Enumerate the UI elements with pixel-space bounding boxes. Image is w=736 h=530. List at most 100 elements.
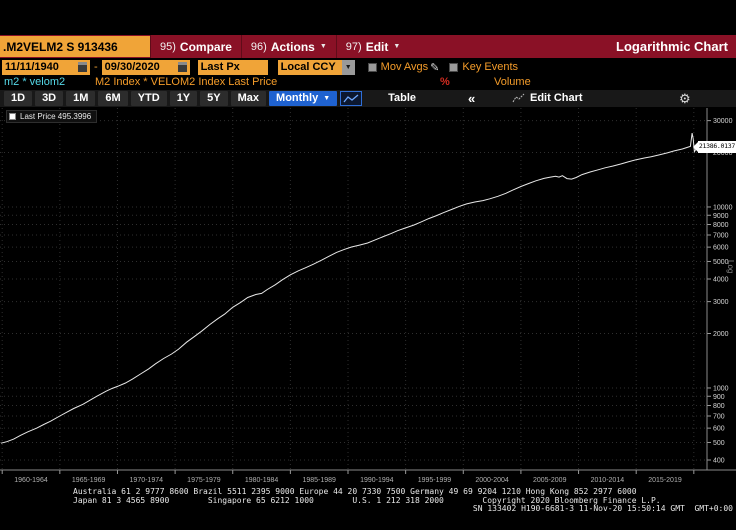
chevron-down-icon: ▼	[393, 43, 401, 50]
range-5y-button[interactable]: 5Y	[200, 91, 228, 106]
securities-row: m2 * velom2 M2 Index * VELOM2 Index Last…	[0, 76, 736, 90]
terminal-footer: Australia 61 2 9777 8600 Brazil 5511 239…	[0, 487, 736, 514]
svg-text:3000: 3000	[713, 299, 729, 306]
svg-text:8000: 8000	[713, 222, 729, 229]
svg-text:800: 800	[713, 403, 725, 410]
range-max-button[interactable]: Max	[230, 91, 267, 106]
svg-text:1000: 1000	[713, 385, 729, 392]
menu-compare[interactable]: 95) Compare	[150, 35, 241, 58]
svg-text:10000: 10000	[713, 204, 733, 211]
series-description: M2 Index * VELOM2 Index Last Price	[95, 76, 278, 88]
menu-compare-label: Compare	[179, 39, 232, 54]
svg-text:400: 400	[713, 458, 725, 465]
svg-text:2000: 2000	[713, 331, 729, 338]
percent-toggle[interactable]: %	[440, 76, 450, 88]
menu-actions-number: 96)	[250, 40, 267, 53]
price-field-input[interactable]: Last Px	[197, 59, 268, 75]
chevron-down-icon: ▼	[344, 63, 352, 71]
svg-text:1980-1984: 1980-1984	[245, 477, 279, 484]
log-scale-label: Log	[726, 260, 735, 274]
chevron-down-icon: ▼	[319, 43, 327, 50]
footer-contacts-line1: Australia 61 2 9777 8600 Brazil 5511 239…	[73, 487, 637, 496]
range-3d-button[interactable]: 3D	[35, 91, 64, 106]
menu-edit[interactable]: 97) Edit ▼	[335, 35, 410, 58]
range-6m-button[interactable]: 6M	[98, 91, 128, 106]
menu-actions-label: Actions	[270, 39, 315, 54]
table-button[interactable]: Table	[388, 92, 417, 104]
svg-text:1960-1964: 1960-1964	[14, 477, 48, 484]
settings-bar: 11/11/1940 - 09/30/2020 Last Px Local CC…	[0, 58, 736, 76]
svg-text:2005-2009: 2005-2009	[533, 477, 567, 484]
svg-text:1985-1989: 1985-1989	[302, 477, 336, 484]
currency-select[interactable]: Local CCY ▼	[277, 59, 355, 75]
price-field-value: Last Px	[200, 61, 240, 73]
chart-svg: 1960-1964 1965-1969 1970-1974 1975-1979 1980…	[0, 108, 736, 484]
range-ytd-button[interactable]: YTD	[130, 91, 167, 106]
period-dropdown[interactable]: Monthly ▼	[269, 91, 338, 106]
last-value-marker: 21386.0137	[692, 141, 736, 153]
menu-actions[interactable]: 96) Actions ▼	[240, 35, 336, 58]
menu-edit-number: 97)	[345, 40, 362, 53]
svg-text:2015-2019: 2015-2019	[648, 477, 682, 484]
calendar-icon[interactable]	[177, 62, 187, 72]
svg-text:6000: 6000	[713, 245, 729, 252]
screen-title: Logarithmic Chart	[616, 39, 728, 54]
chevron-down-icon: ▼	[323, 95, 331, 102]
svg-text:2000-2004: 2000-2004	[475, 477, 509, 484]
key-events-label: Key Events	[462, 61, 519, 73]
currency-dropdown-button[interactable]: ▼	[341, 59, 355, 75]
line-chart-icon	[343, 94, 359, 102]
legend-label: Last Price 495.3996	[20, 112, 92, 121]
range-1y-button[interactable]: 1Y	[169, 91, 198, 106]
svg-text:1995-1999: 1995-1999	[418, 477, 452, 484]
volume-label[interactable]: Volume	[494, 76, 531, 88]
key-events-checkbox[interactable]	[449, 62, 459, 72]
chart-toolbar: 1D 3D 1M 6M YTD 1Y 5Y Max Monthly ▼ Tabl…	[0, 90, 736, 108]
collapse-panel-button[interactable]: «	[468, 91, 476, 106]
svg-text:2010-2014: 2010-2014	[591, 477, 625, 484]
svg-text:1965-1969: 1965-1969	[72, 477, 106, 484]
menu-compare-number: 95)	[160, 40, 176, 53]
ticker-expression[interactable]: m2 * velom2	[4, 76, 66, 88]
svg-text:1990-1994: 1990-1994	[360, 477, 394, 484]
last-value-label: 21386.0137	[697, 141, 736, 153]
svg-text:700: 700	[713, 414, 725, 421]
svg-text:500: 500	[713, 440, 725, 447]
gear-icon[interactable]: ⚙	[679, 91, 691, 106]
svg-text:5000: 5000	[713, 259, 729, 266]
currency-value: Local CCY	[277, 59, 342, 75]
date-to-value: 09/30/2020	[104, 61, 160, 73]
svg-text:1970-1974: 1970-1974	[130, 477, 164, 484]
mov-avgs-label: Mov Avgs	[380, 61, 429, 73]
svg-text:1975-1979: 1975-1979	[187, 477, 221, 484]
menu-bar: .M2VELM2 S 913436 95) Compare 96) Action…	[0, 35, 736, 58]
edit-chart-icon	[512, 93, 525, 103]
calendar-icon[interactable]	[78, 62, 87, 72]
pencil-icon[interactable]: ✎	[430, 61, 440, 74]
mov-avgs-checkbox[interactable]	[367, 62, 377, 72]
svg-text:20000: 20000	[713, 150, 733, 157]
chart-legend[interactable]: Last Price 495.3996	[6, 110, 98, 123]
period-value: Monthly	[276, 92, 319, 104]
menu-edit-label: Edit	[365, 39, 389, 54]
range-buttons: 1D 3D 1M 6M YTD 1Y 5Y Max Monthly ▼ Tabl…	[4, 91, 423, 106]
svg-text:9000: 9000	[713, 213, 729, 220]
legend-swatch	[9, 113, 16, 120]
date-to-field[interactable]: 09/30/2020	[101, 59, 190, 75]
range-1d-button[interactable]: 1D	[4, 91, 33, 106]
security-ticker-input[interactable]: .M2VELM2 S 913436	[0, 36, 150, 57]
edit-chart-label: Edit Chart	[530, 92, 583, 104]
svg-text:900: 900	[713, 394, 725, 401]
window-chrome	[0, 0, 736, 35]
svg-text:4000: 4000	[713, 277, 729, 284]
edit-chart-button[interactable]: Edit Chart	[512, 92, 583, 104]
line-chart-type-button[interactable]	[340, 91, 363, 106]
date-from-field[interactable]: 11/11/1940	[2, 59, 90, 75]
range-1m-button[interactable]: 1M	[66, 91, 96, 106]
svg-text:600: 600	[713, 426, 725, 433]
marker-arrow-icon	[692, 142, 698, 153]
date-range-separator: -	[94, 61, 98, 73]
footer-session-info: SN 133402 H190-6681-3 11-Nov-20 15:50:14…	[472, 504, 733, 513]
chart-area[interactable]: 1960-1964 1965-1969 1970-1974 1975-1979 1980…	[0, 108, 736, 488]
footer-contacts-line2: Japan 81 3 4565 8900 Singapore 65 6212 1…	[73, 495, 661, 505]
